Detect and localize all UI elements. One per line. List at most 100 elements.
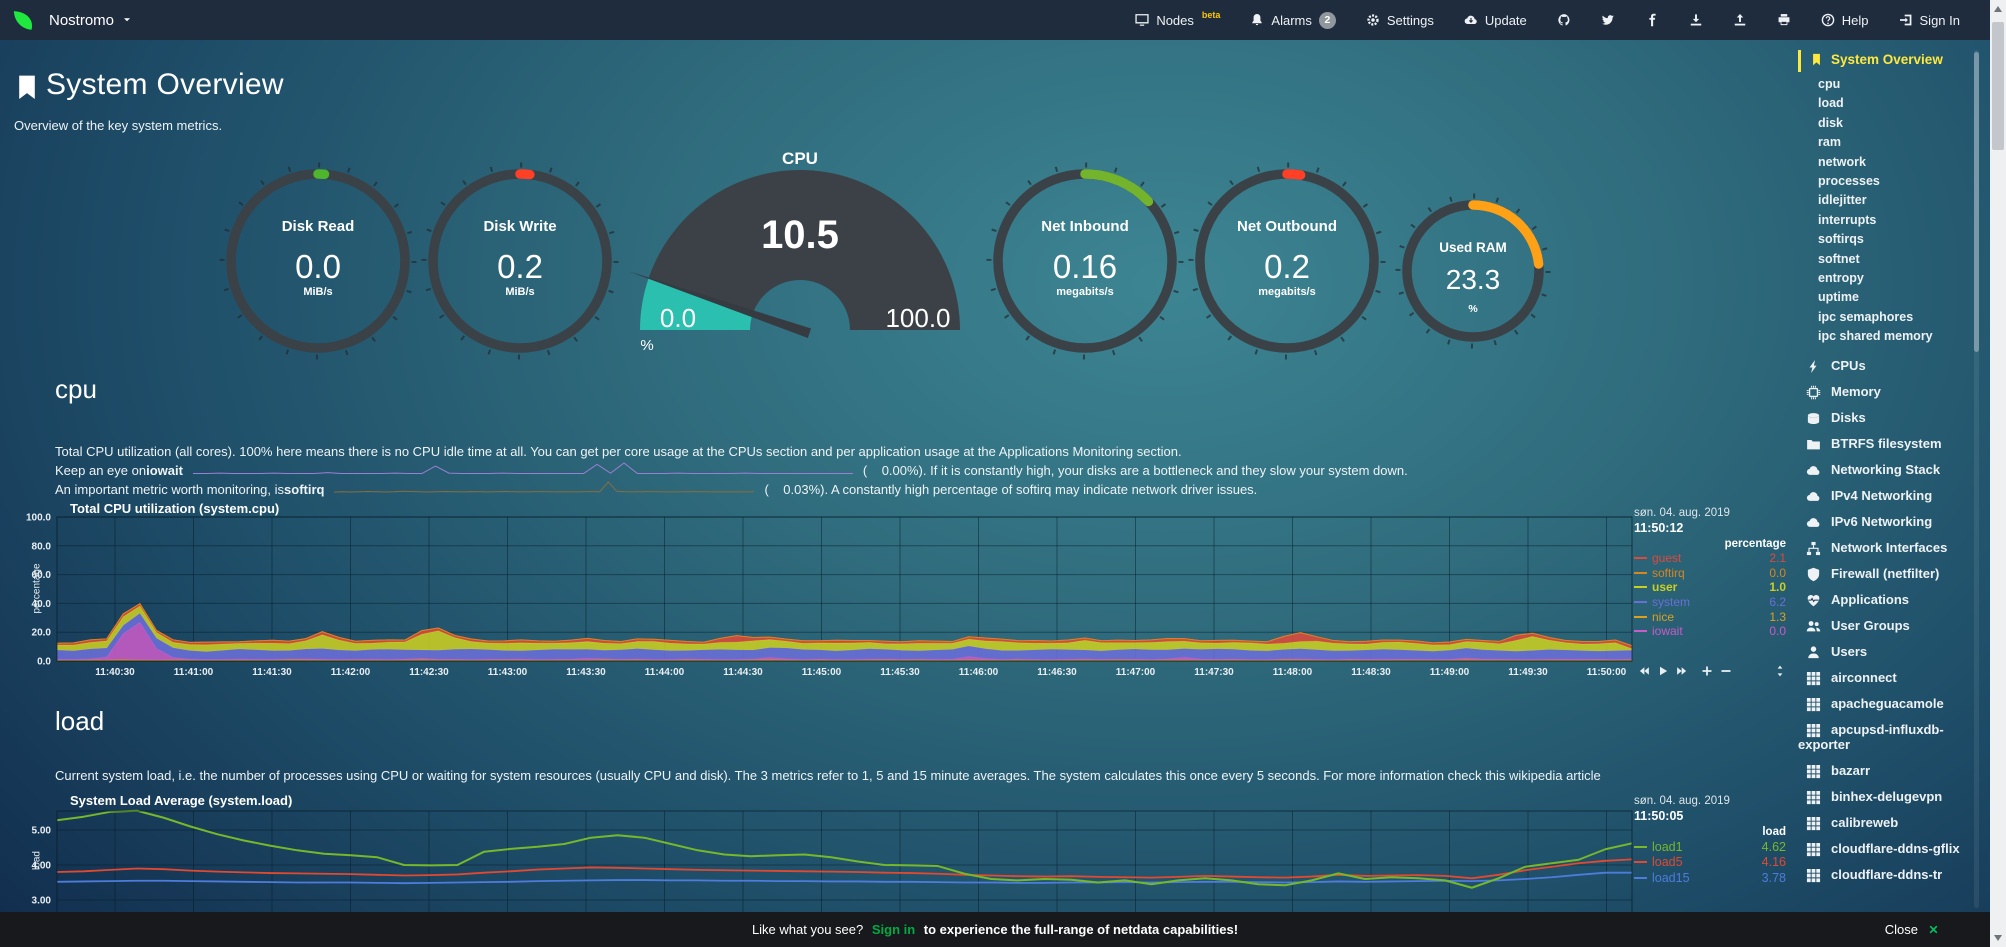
svg-text:11:44:30: 11:44:30	[723, 667, 763, 678]
scroll-down-arrow[interactable]	[1994, 935, 2002, 941]
legend-swatch	[1634, 571, 1647, 574]
signin-link[interactable]: Sign in	[871, 922, 916, 937]
zoom-out-icon[interactable]	[1720, 665, 1732, 677]
sidebar-item-calibreweb[interactable]: calibreweb	[1798, 810, 1976, 836]
legend-row-load5[interactable]: load5 4.16	[1634, 855, 1786, 871]
nav-item-export[interactable]	[1689, 13, 1703, 27]
pan-backward-icon[interactable]	[1638, 665, 1650, 677]
download-icon	[1689, 13, 1703, 27]
nav-item-import[interactable]	[1733, 13, 1747, 27]
legend-label: nice	[1652, 609, 1675, 624]
sidebar-item-entropy[interactable]: entropy	[1818, 271, 1864, 286]
nav-item-nodes[interactable]: Nodes beta	[1135, 10, 1220, 28]
sidebar-item-ipc-shared-memory[interactable]: ipc shared memory	[1818, 329, 1933, 344]
sidebar-sections: CPUs Memory Disks BTRFS filesystem Networkin…	[1798, 353, 1976, 888]
netdata-logo[interactable]	[12, 9, 35, 32]
sidebar-item-ipv4-networking[interactable]: IPv4 Networking	[1798, 483, 1976, 509]
sidebar-item-disk[interactable]: disk	[1818, 115, 1844, 130]
legend-value: 6.2	[1769, 595, 1786, 610]
nav-item-alarms[interactable]: Alarms 2	[1250, 11, 1336, 29]
sidebar-item-ipc-semaphores[interactable]: ipc semaphores	[1818, 309, 1914, 324]
nav-item-twitter[interactable]	[1601, 13, 1615, 27]
legend-label: system	[1652, 595, 1691, 610]
bookmark-icon	[14, 72, 40, 102]
legend-swatch	[1634, 876, 1647, 879]
legend-label: load1	[1652, 839, 1683, 854]
sidebar-item-applications[interactable]: Applications	[1798, 587, 1976, 613]
cpu-chart[interactable]: 11:40:30 11:41:00 11:41:30 11:42:00 11:42:30…	[0, 497, 1790, 692]
svg-text:5.00: 5.00	[32, 826, 52, 837]
sidebar-item-processes[interactable]: processes	[1818, 174, 1880, 189]
sidebar-item-bazarr[interactable]: bazarr	[1798, 758, 1976, 784]
sidebar-item-softirqs[interactable]: softirqs	[1818, 232, 1864, 247]
legend-swatch	[1634, 615, 1647, 618]
cpu-chart-date: søn. 04. aug. 2019	[1634, 507, 1730, 519]
gauge-unit-cpu: %	[640, 337, 654, 354]
sidebar-item-cpus[interactable]: CPUs	[1798, 353, 1976, 379]
cloud-icon	[1806, 489, 1821, 504]
sidebar-scrollbar[interactable]	[1974, 50, 1979, 908]
sidebar-item-system-overview[interactable]: System Overview	[1798, 46, 1976, 72]
sidebar-item-uptime[interactable]: uptime	[1818, 290, 1859, 305]
sidebar-item-ipv6-networking[interactable]: IPv6 Networking	[1798, 509, 1976, 535]
load-chart[interactable]: 3.00 4.00 5.00	[0, 785, 1790, 912]
sidebar-item-network[interactable]: network	[1818, 154, 1866, 169]
sidebar-item-memory[interactable]: Memory	[1798, 379, 1976, 405]
sidebar-item-networking-stack[interactable]: Networking Stack	[1798, 457, 1976, 483]
nav-item-facebook[interactable]	[1645, 13, 1659, 27]
sidebar-item-user-groups[interactable]: User Groups	[1798, 613, 1976, 639]
sidebar-item-apacheguacamole[interactable]: apacheguacamole	[1798, 691, 1976, 717]
legend-value: 2.1	[1769, 551, 1786, 566]
svg-text:11:48:00: 11:48:00	[1273, 667, 1313, 678]
nav-item-update[interactable]: Update	[1464, 13, 1527, 28]
scrollbar-thumb[interactable]	[1992, 22, 2004, 150]
sidebar-item-firewall-netfilter-[interactable]: Firewall (netfilter)	[1798, 561, 1976, 587]
cpu-legend-unit: percentage	[1724, 538, 1786, 550]
pan-forward-icon[interactable]	[1676, 665, 1688, 677]
nav-item-print[interactable]	[1777, 13, 1791, 27]
signin-icon	[1899, 13, 1913, 27]
nav-item-signin[interactable]: Sign In	[1899, 13, 1960, 28]
legend-row-load1[interactable]: load1 4.62	[1634, 839, 1786, 855]
sidebar-item-softnet[interactable]: softnet	[1818, 251, 1860, 266]
sidebar-item-network-interfaces[interactable]: Network Interfaces	[1798, 535, 1976, 561]
sidebar-item-idlejitter[interactable]: idlejitter	[1818, 193, 1867, 208]
legend-row-nice[interactable]: nice 1.3	[1634, 609, 1786, 624]
sidebar-item-load[interactable]: load	[1818, 96, 1844, 111]
play-icon[interactable]	[1657, 665, 1669, 677]
resize-icon[interactable]	[1774, 665, 1786, 677]
legend-row-user[interactable]: user 1.0	[1634, 580, 1786, 595]
gauge-value-disk-write: 0.2	[497, 248, 543, 285]
zoom-in-icon[interactable]	[1701, 665, 1713, 677]
sidebar-item-cloudflare-ddns-tr[interactable]: cloudflare-ddns-tr	[1798, 862, 1976, 888]
sidebar-item-btrfs-filesystem[interactable]: BTRFS filesystem	[1798, 431, 1976, 457]
nav-item-help[interactable]: Help	[1821, 13, 1869, 28]
legend-row-system[interactable]: system 6.2	[1634, 595, 1786, 610]
sidebar-item-disks[interactable]: Disks	[1798, 405, 1976, 431]
sidebar-active-label: System Overview	[1831, 52, 1943, 67]
sidebar-item-cpu[interactable]: cpu	[1818, 77, 1841, 91]
nav-item-github[interactable]	[1557, 13, 1571, 27]
gauge-title-net-inbound: Net Inbound	[1041, 218, 1129, 235]
sidebar-item-cloudflare-ddns-gflix[interactable]: cloudflare-ddns-gflix	[1798, 836, 1976, 862]
close-banner-button[interactable]: Close	[1885, 922, 1940, 937]
legend-row-guest[interactable]: guest 2.1	[1634, 551, 1786, 566]
sidebar-item-users[interactable]: Users	[1798, 639, 1976, 665]
sidebar-item-binhex-delugevpn[interactable]: binhex-delugevpn	[1798, 784, 1976, 810]
page-scrollbar[interactable]	[1990, 0, 2006, 947]
sidebar-item-apcupsd-influxdb-exporter[interactable]: apcupsd-influxdb-exporter	[1798, 722, 1944, 753]
sidebar-item-interrupts[interactable]: interrupts	[1818, 212, 1877, 227]
legend-row-iowait[interactable]: iowait 0.0	[1634, 624, 1786, 639]
legend-row-load15[interactable]: load15 3.78	[1634, 870, 1786, 886]
hostname-dropdown[interactable]: Nostromo	[49, 12, 132, 29]
nav-item-settings[interactable]: Settings	[1366, 13, 1434, 28]
sidebar-item-airconnect[interactable]: airconnect	[1798, 665, 1976, 691]
legend-label: load5	[1652, 855, 1683, 870]
legend-label: user	[1652, 580, 1678, 595]
svg-text:11:45:30: 11:45:30	[880, 667, 920, 678]
scroll-up-arrow[interactable]	[1994, 6, 2002, 12]
svg-text:11:42:30: 11:42:30	[409, 667, 449, 678]
sidebar-item-ram[interactable]: ram	[1818, 135, 1841, 150]
cpu-chart-title: Total CPU utilization (system.cpu)	[70, 501, 280, 516]
legend-row-softirq[interactable]: softirq 0.0	[1634, 566, 1786, 581]
